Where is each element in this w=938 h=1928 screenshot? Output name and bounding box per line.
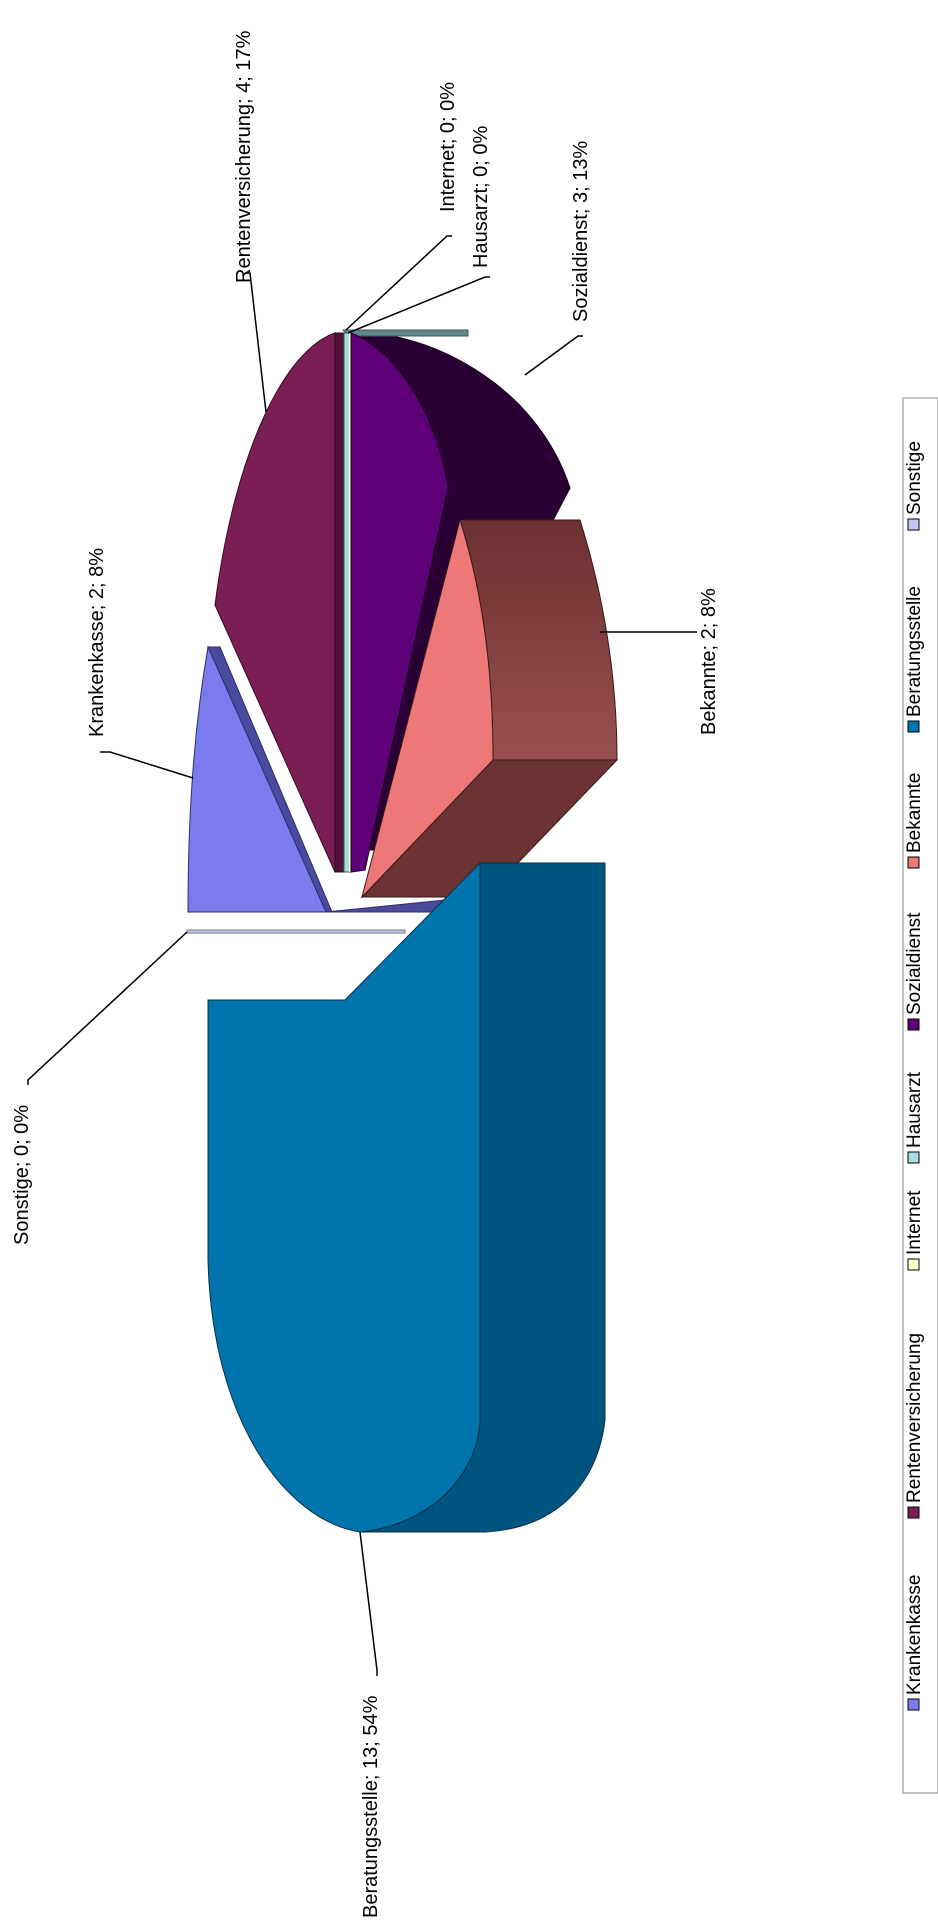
- legend-label-beratungsstelle: Beratungsstelle: [904, 586, 925, 717]
- data-label-krankenkasse: Krankenkasse; 2; 8%: [86, 548, 108, 737]
- legend-item-krankenkasse: Krankenkasse: [904, 1575, 925, 1711]
- pie-3d: [186, 329, 619, 1533]
- legend-label-rentenversicherung: Rentenversicherung: [904, 1333, 925, 1503]
- leader-line-sozialdienst: [524, 335, 583, 376]
- leader-line-rentenversicherung: [245, 272, 267, 413]
- slice-top-rentenversicherung: [214, 332, 336, 873]
- legend-swatch-krankenkasse: [907, 1698, 920, 1711]
- legend-swatch-internet: [907, 1258, 920, 1271]
- leader-line-sonstige: [27, 931, 188, 1085]
- leader-lines: [27, 235, 697, 1676]
- leader-line-hausarzt: [347, 276, 490, 334]
- data-label-bekannte: Bekannte; 2; 8%: [698, 588, 720, 735]
- legend-item-internet: Internet: [904, 1190, 925, 1271]
- slice-top-bekannte: [361, 518, 494, 899]
- legend-item-beratungsstelle: Beratungsstelle: [904, 586, 925, 733]
- legend-item-sozialdienst: Sozialdienst: [904, 912, 925, 1031]
- slice-side-hausarzt: [341, 329, 469, 337]
- legend-label-krankenkasse: Krankenkasse: [904, 1575, 925, 1695]
- data-label-sonstige: Sonstige; 0; 0%: [11, 1105, 33, 1245]
- legend-item-rentenversicherung: Rentenversicherung: [904, 1333, 925, 1519]
- legend-label-sozialdienst: Sozialdienst: [904, 912, 925, 1015]
- data-label-sozialdienst: Sozialdienst; 3; 13%: [570, 141, 592, 322]
- legend-label-bekannte: Bekannte: [904, 773, 925, 853]
- leader-line-krankenkasse: [100, 751, 194, 779]
- legend: Krankenkasse Rentenversicherung Internet…: [902, 397, 938, 1794]
- legend-item-bekannte: Bekannte: [904, 773, 925, 869]
- legend-swatch-bekannte: [907, 856, 920, 869]
- legend-box: [902, 397, 938, 1794]
- data-labels: Krankenkasse; 2; 8% Rentenversicherung; …: [11, 30, 720, 1918]
- legend-label-sonstige: Sonstige: [904, 441, 925, 515]
- legend-swatch-rentenversicherung: [907, 1506, 920, 1519]
- legend-item-sonstige: Sonstige: [904, 441, 925, 531]
- leader-line-internet: [345, 235, 452, 331]
- legend-item-hausarzt: Hausarzt: [904, 1071, 925, 1164]
- legend-swatch-beratungsstelle: [907, 720, 920, 733]
- legend-swatch-hausarzt: [907, 1151, 920, 1164]
- slice-top-sozialdienst: [350, 332, 449, 873]
- data-label-beratungsstelle: Beratungsstelle; 13; 54%: [360, 1695, 382, 1918]
- data-label-hausarzt: Hausarzt; 0; 0%: [470, 125, 492, 268]
- slice-top-sonstige: [186, 929, 406, 934]
- leader-line-beratungsstelle: [359, 1531, 378, 1676]
- slice-bottom-krankenkasse: [325, 899, 446, 913]
- legend-swatch-sonstige: [907, 518, 920, 531]
- legend-label-hausarzt: Hausarzt: [904, 1071, 925, 1148]
- data-label-internet: Internet; 0; 0%: [437, 82, 459, 212]
- data-label-rentenversicherung: Rentenversicherung; 4; 17%: [233, 30, 255, 283]
- slice-top-krankenkasse: [187, 645, 327, 913]
- legend-label-internet: Internet: [904, 1190, 925, 1255]
- slice-top-beratungsstelle: [207, 861, 481, 1533]
- slice-side-rentenversicherung: [334, 332, 345, 873]
- legend-swatch-sozialdienst: [907, 1018, 920, 1031]
